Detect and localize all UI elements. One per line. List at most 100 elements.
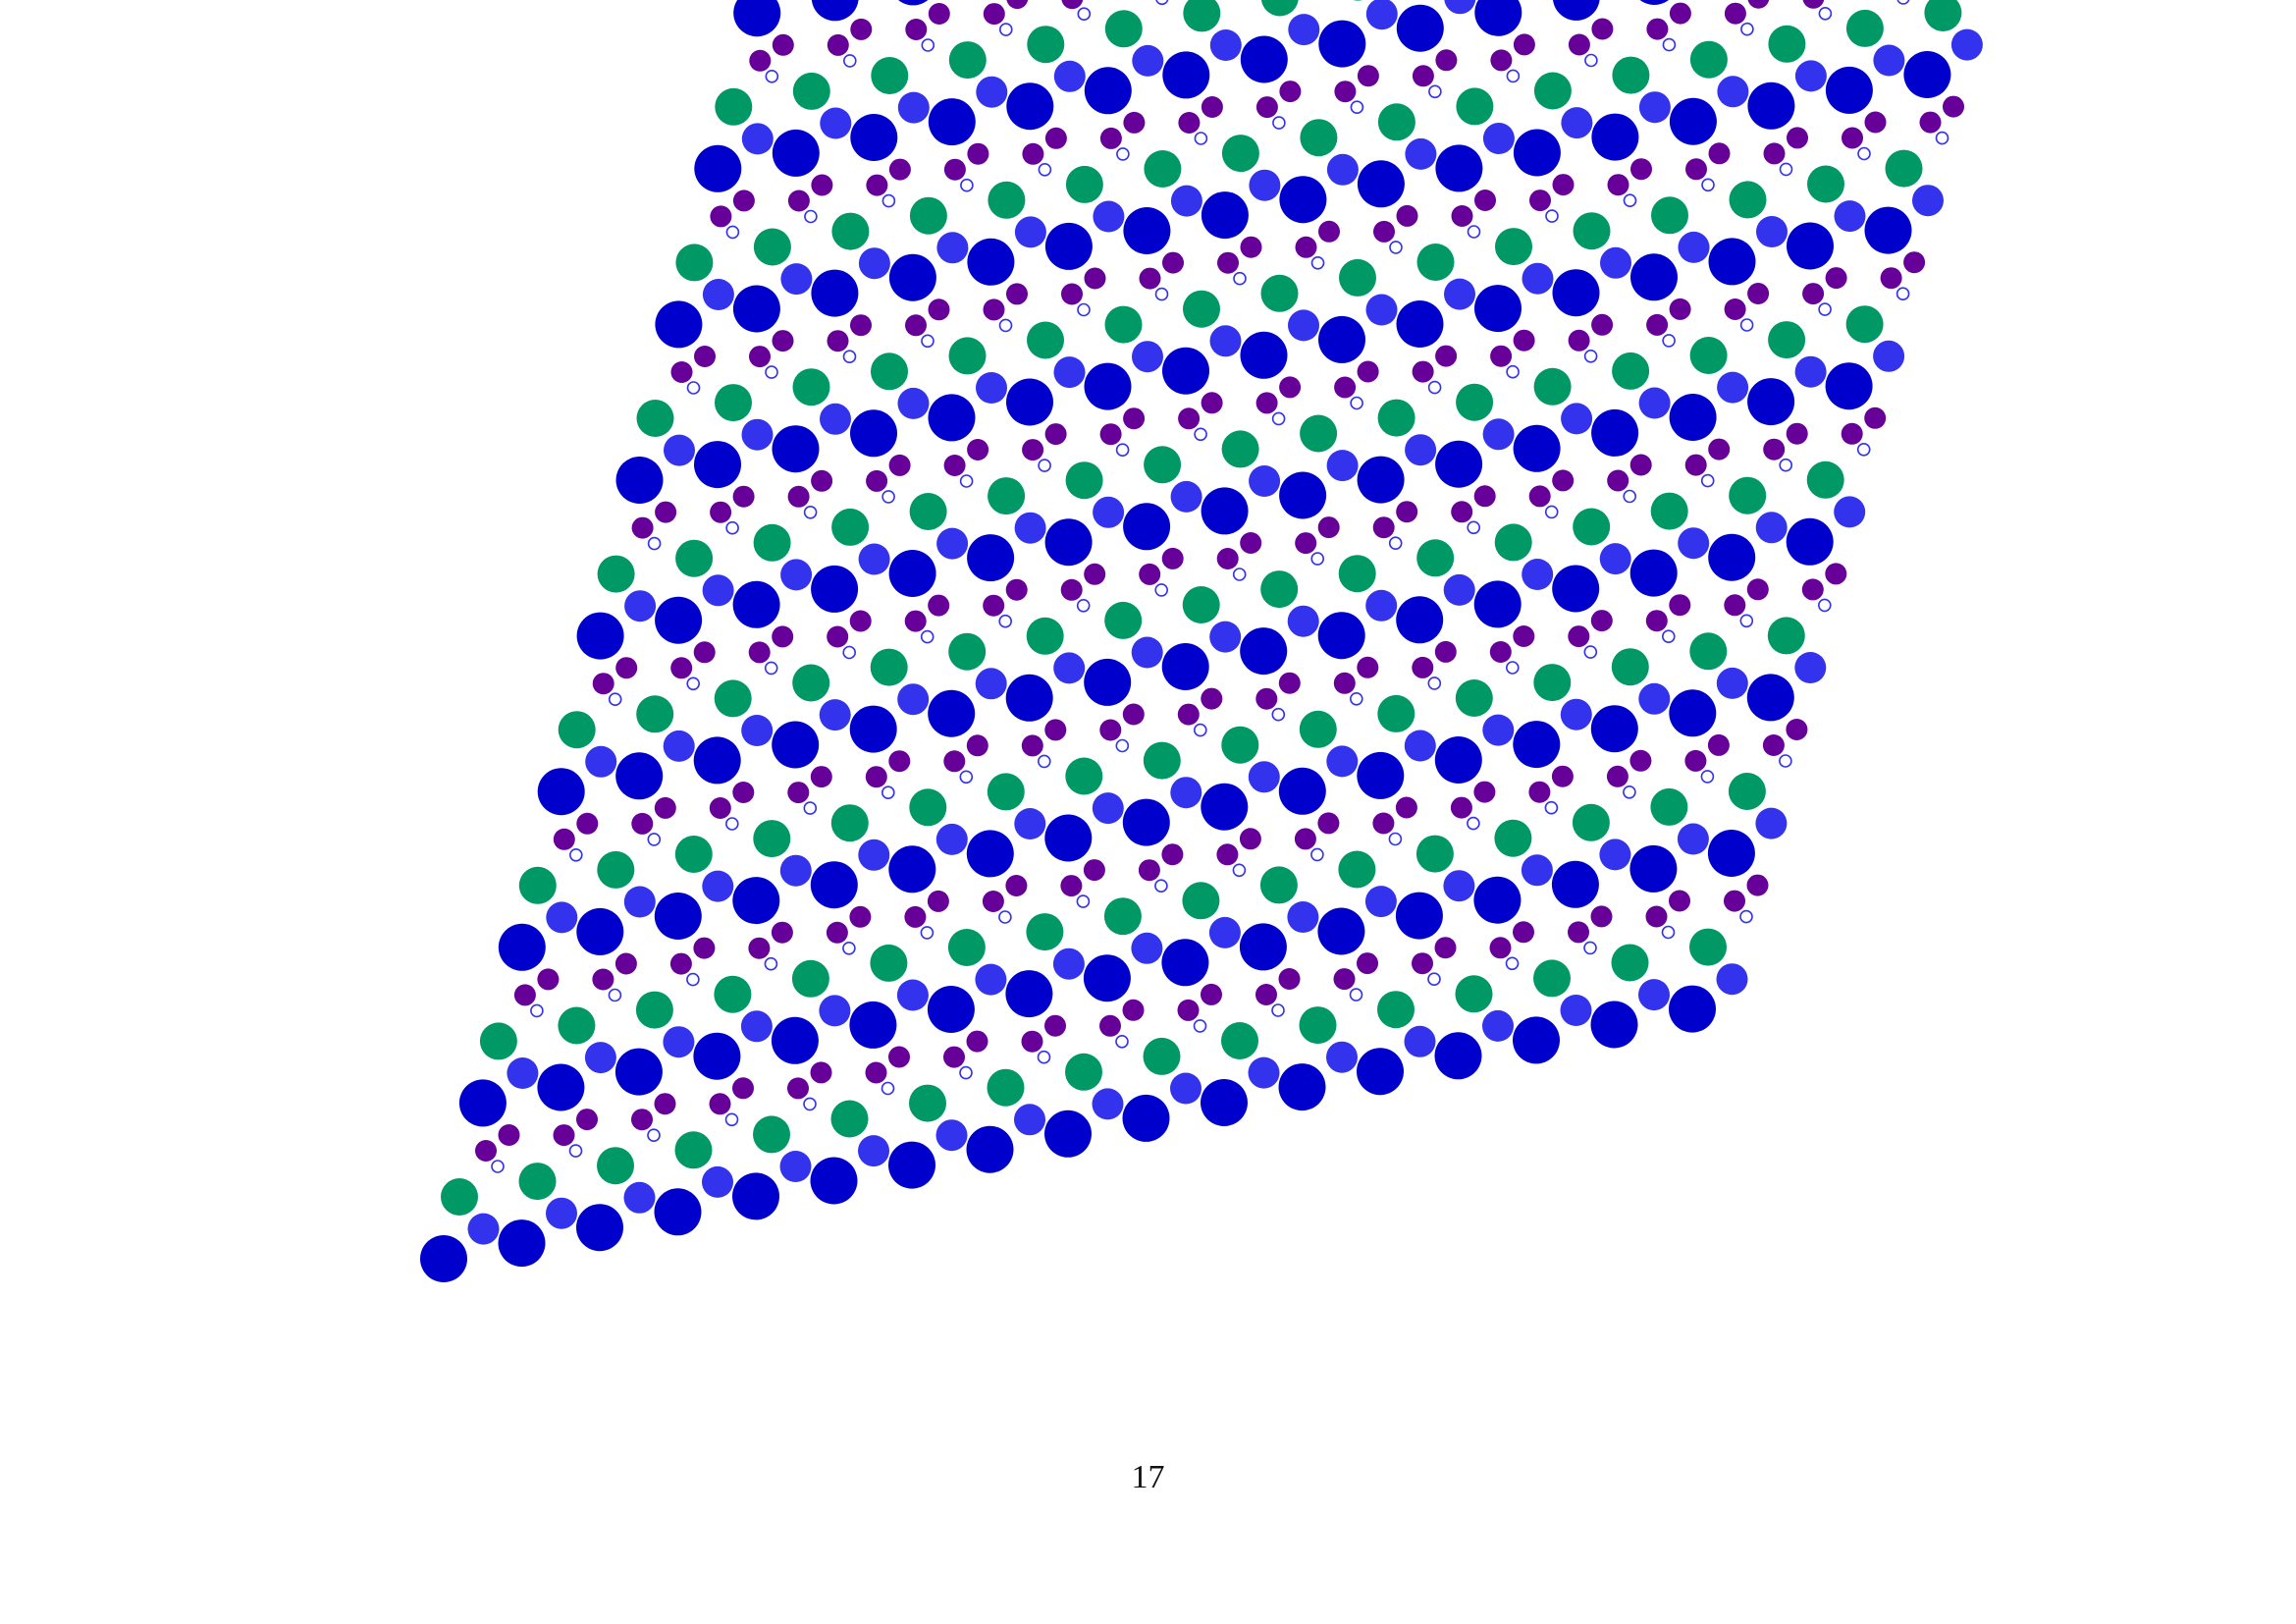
purple-circle (576, 812, 599, 835)
purple-circle (631, 1109, 653, 1131)
purple-circle (966, 734, 988, 757)
purple-circle (1552, 469, 1575, 492)
purple-circle (928, 594, 950, 617)
dark-blue-circle (420, 1235, 467, 1282)
ring-circle (686, 381, 701, 395)
green-circle (909, 493, 947, 530)
medium-blue-circle (819, 699, 851, 731)
purple-circle (904, 905, 927, 928)
ring-circle (1115, 443, 1130, 458)
ring-circle (764, 661, 778, 676)
medium-blue-circle (1326, 153, 1359, 186)
purple-circle (749, 49, 772, 72)
dark-blue-circle (694, 144, 742, 192)
green-circle (1924, 0, 1962, 31)
green-circle (1026, 913, 1064, 951)
medium-blue-circle (1482, 123, 1515, 154)
purple-circle (553, 828, 575, 850)
green-circle (558, 711, 596, 749)
ring-circle (1467, 520, 1480, 535)
green-circle (1806, 460, 1844, 499)
dark-blue-circle (1669, 394, 1717, 441)
green-circle (1768, 321, 1806, 359)
ring-circle (1310, 552, 1324, 566)
green-circle (1611, 944, 1649, 982)
purple-circle (709, 797, 731, 819)
medium-blue-circle (1521, 854, 1553, 887)
ring-circle (920, 629, 934, 644)
purple-circle (592, 673, 614, 695)
purple-circle (1412, 360, 1434, 383)
dark-blue-circle (1201, 783, 1249, 831)
medium-blue-circle (1677, 823, 1709, 855)
purple-circle (1318, 220, 1340, 243)
medium-blue-circle (1873, 44, 1905, 77)
purple-circle (513, 984, 536, 1006)
purple-circle (1279, 81, 1302, 103)
ring-circle (1467, 816, 1480, 831)
purple-circle (1022, 142, 1044, 165)
green-circle (1103, 897, 1142, 936)
ring-circle (686, 677, 701, 691)
dark-blue-circle (1513, 424, 1561, 472)
purple-circle (1747, 0, 1770, 9)
purple-circle (1591, 18, 1614, 40)
medium-blue-circle (897, 91, 930, 124)
purple-circle (592, 968, 614, 991)
green-circle (871, 57, 909, 94)
purple-circle (1629, 454, 1652, 476)
green-circle (715, 384, 752, 422)
purple-circle (905, 314, 927, 337)
ring-circle (881, 785, 895, 800)
purple-circle (710, 501, 732, 523)
purple-circle (810, 766, 832, 788)
ring-circle (1194, 427, 1207, 442)
purple-circle (1022, 439, 1044, 461)
green-circle (1533, 72, 1572, 110)
green-circle (1065, 165, 1103, 203)
purple-circle (1707, 733, 1730, 756)
dark-blue-circle (1396, 4, 1444, 52)
dark-blue-circle (928, 689, 976, 737)
ring-circle (764, 956, 778, 971)
green-circle (558, 1006, 596, 1045)
ring-circle (1584, 53, 1598, 68)
ring-circle (608, 988, 622, 1002)
dark-blue-circle (928, 98, 976, 146)
ring-circle (491, 1160, 505, 1173)
purple-circle (1708, 142, 1731, 165)
ring-circle (1701, 178, 1715, 192)
dark-blue-circle (1084, 67, 1132, 115)
purple-circle (614, 952, 637, 975)
dark-blue-circle (810, 861, 858, 909)
purple-circle (748, 937, 771, 959)
green-circle (518, 1163, 557, 1201)
medium-blue-circle (702, 574, 734, 607)
purple-circle (1903, 251, 1926, 274)
medium-blue-circle (897, 387, 930, 419)
dark-blue-circle (1318, 20, 1366, 68)
ring-circle (1038, 459, 1051, 472)
medium-blue-circle (1561, 107, 1593, 139)
green-circle (909, 196, 947, 235)
green-circle (1767, 617, 1805, 655)
purple-circle (865, 1061, 887, 1084)
green-circle (1260, 570, 1299, 609)
purple-circle (1568, 921, 1589, 944)
green-circle (675, 539, 714, 577)
purple-circle (1590, 905, 1613, 928)
purple-circle (1177, 999, 1200, 1021)
purple-circle (748, 641, 771, 664)
purple-circle (772, 625, 794, 648)
green-circle (753, 228, 791, 266)
medium-blue-circle (1092, 1088, 1124, 1120)
purple-circle (928, 298, 950, 321)
ring-circle (1154, 287, 1169, 301)
dark-blue-circle (1357, 456, 1405, 504)
green-circle (1183, 290, 1220, 328)
medium-blue-circle (1834, 200, 1866, 233)
ring-circle (1116, 147, 1130, 161)
ring-circle (999, 23, 1013, 36)
green-circle (948, 632, 987, 671)
